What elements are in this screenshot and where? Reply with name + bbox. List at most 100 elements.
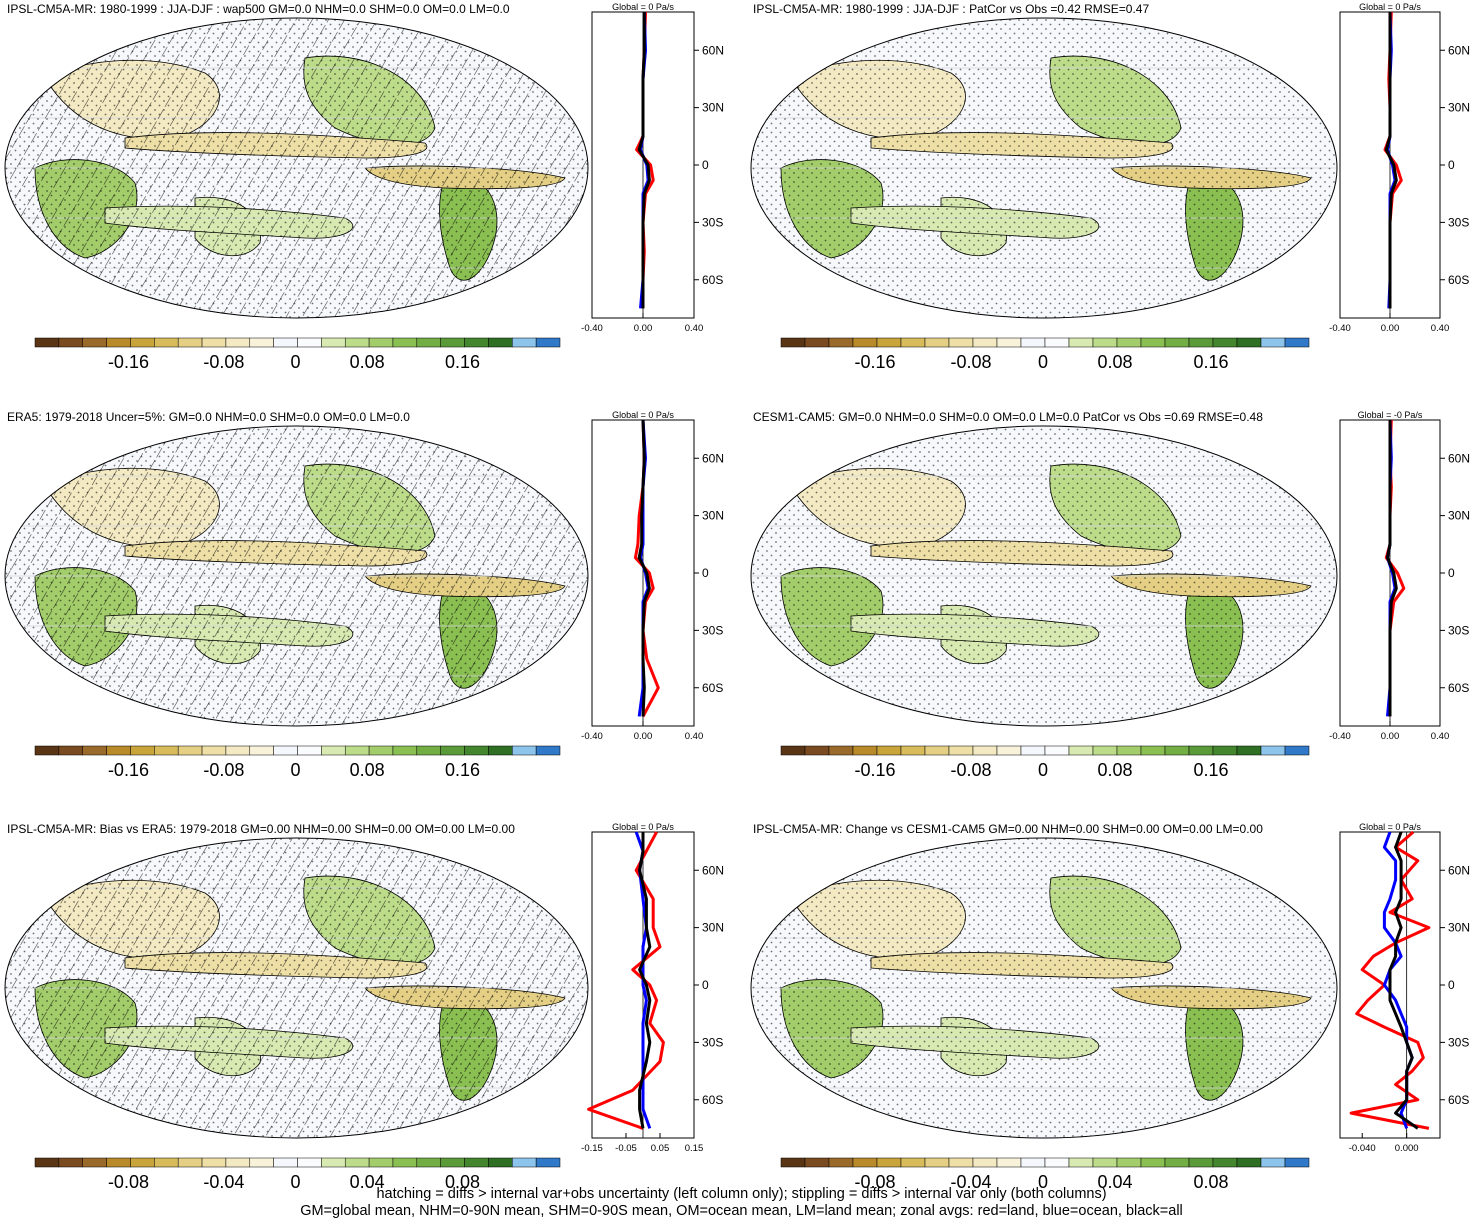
lat-label: 0 (1448, 158, 1455, 172)
colorbar-cell (1068, 337, 1094, 348)
x-tick-label: -0.40 (1329, 731, 1351, 742)
colorbar-cell (996, 1157, 1022, 1168)
colorbar-cell (154, 337, 179, 348)
x-tick-label: 0.00 (634, 323, 653, 334)
colorbar-cell (297, 337, 322, 348)
colorbar-cell (876, 745, 902, 756)
colorbar-cell (1236, 745, 1262, 756)
panel-title: CESM1-CAM5: GM=0.0 NHM=0.0 SHM=0.0 OM=0.… (753, 410, 1263, 424)
profile-series-land (633, 419, 660, 718)
lat-label: 60S (702, 273, 723, 287)
profile-title: Global = -0 Pa/s (1358, 410, 1423, 420)
panel-title: IPSL-CM5A-MR: Change vs CESM1-CAM5 GM=0.… (753, 822, 1263, 836)
colorbar-cell (201, 337, 227, 348)
colorbar-cell (440, 337, 465, 348)
caption-line-2: GM=global mean, NHM=0-90N mean, SHM=0-90… (300, 1203, 1183, 1219)
colorbar-cell (488, 337, 513, 348)
colorbar-cell (1164, 1157, 1190, 1168)
colorbar-tick-label: -0.16 (108, 760, 149, 780)
colorbar-cell (1044, 1157, 1070, 1168)
map-outline (4, 837, 589, 1139)
colorbar-cell (535, 337, 561, 348)
colorbar-cell (321, 1157, 346, 1168)
colorbar-cell (34, 745, 60, 756)
x-tick-label: -0.040 (1349, 1143, 1376, 1154)
colorbar-cell (177, 745, 203, 756)
colorbar-cell (344, 1157, 370, 1168)
x-tick-label: 0.00 (1381, 731, 1400, 742)
colorbar-cell (392, 1157, 418, 1168)
colorbar-cell (464, 745, 489, 756)
colorbar-cell (440, 1157, 465, 1168)
profile-series-all (638, 832, 652, 1129)
colorbar-cell (34, 1157, 60, 1168)
colorbar-cell (368, 745, 394, 756)
colorbar-cell (828, 337, 854, 348)
colorbar-tick-label: -0.04 (950, 1172, 991, 1192)
lat-label: 60S (702, 1093, 723, 1107)
panel-title: IPSL-CM5A-MR: 1980-1999 : JJA-DJF : PatC… (753, 2, 1149, 16)
profile-title: Global = 0 Pa/s (612, 410, 674, 420)
colorbar-cell (1188, 1157, 1214, 1168)
profile-series-land (587, 831, 665, 1130)
colorbar-cell (1164, 745, 1190, 756)
colorbar-cell (297, 745, 322, 756)
colorbar-cell (876, 337, 902, 348)
profile-panel: Global = 0 Pa/s 60N 30N 0 30S 60S -0.40 0.00 0.4… (581, 410, 724, 742)
stipple-overlay (751, 18, 1337, 318)
colorbar-cell (876, 1157, 902, 1168)
colorbar-cell (972, 337, 998, 348)
panel-3: ERA5: 1979-2018 Uncer=5%: GM=0.0 NHM=0.0… (4, 410, 724, 780)
lat-label: 30N (702, 509, 724, 523)
colorbar-cell (1140, 337, 1166, 348)
colorbar-cell (972, 1157, 998, 1168)
colorbar-cell (201, 745, 227, 756)
profile-series-all (1386, 420, 1398, 717)
colorbar-cell (1140, 745, 1166, 756)
panel-title: IPSL-CM5A-MR: 1980-1999 : JJA-DJF : wap5… (7, 2, 510, 16)
map-field (5, 18, 588, 318)
colorbar-tick-label: 0.04 (1097, 1172, 1132, 1192)
colorbar-cell (58, 745, 83, 756)
lat-label: 0 (702, 158, 709, 172)
colorbar-cell (948, 745, 974, 756)
colorbar-cell (948, 337, 974, 348)
profile-series-all (637, 419, 651, 717)
colorbar-tick-label: 0 (290, 1172, 300, 1192)
map-outline (4, 17, 589, 319)
colorbar-cell (1140, 1157, 1166, 1168)
colorbar-cell (106, 337, 131, 348)
colorbar-tick-label: 0.16 (1193, 760, 1228, 780)
colorbar-cell (996, 337, 1022, 348)
colorbar-cell (82, 337, 107, 348)
profile-title: Global = 0 Pa/s (1359, 2, 1421, 12)
colorbar-tick-label: -0.08 (203, 352, 244, 372)
colorbar-cell (1092, 337, 1118, 348)
colorbar-cell (297, 1157, 322, 1168)
colorbar-cell (924, 337, 950, 348)
lat-label: 0 (702, 978, 709, 992)
colorbar-cell (780, 1157, 806, 1168)
colorbar-cell (344, 745, 370, 756)
lat-label: 30N (702, 101, 724, 115)
colorbar-cell (464, 1157, 489, 1168)
lat-label: 60S (702, 681, 723, 695)
map-field (751, 426, 1337, 726)
colorbar-cell (1092, 745, 1118, 756)
colorbar-tick-label: 0.08 (1193, 1172, 1228, 1192)
colorbar-cell (130, 745, 155, 756)
x-tick-label: -0.40 (581, 323, 603, 334)
panel-title: ERA5: 1979-2018 Uncer=5%: GM=0.0 NHM=0.0… (7, 410, 410, 424)
lat-label: 0 (702, 566, 709, 580)
colorbar-cell (1164, 337, 1190, 348)
x-tick-label: 0.40 (685, 323, 704, 334)
colorbar-cell (996, 745, 1022, 756)
colorbar-tick-label: -0.16 (108, 352, 149, 372)
profile-series-land (1383, 11, 1403, 309)
profile-title: Global = 0 Pa/s (1359, 822, 1421, 832)
colorbar-tick-label: 0.16 (445, 352, 480, 372)
colorbar-tick-label: -0.08 (950, 352, 991, 372)
caption-line-1: hatching = diffs > internal var+obs unce… (376, 1186, 1107, 1202)
colorbar-cell (368, 1157, 394, 1168)
lat-label: 30S (702, 1035, 723, 1049)
